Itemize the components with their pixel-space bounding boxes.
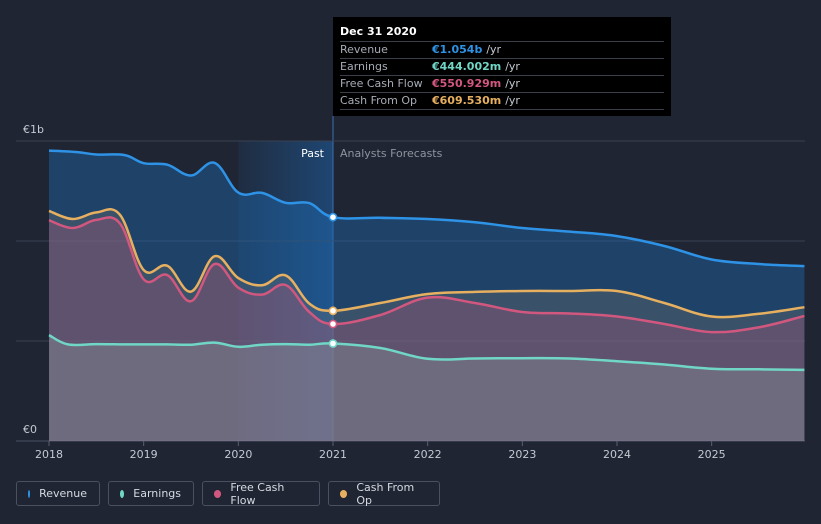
- x-tick-label: 2021: [319, 448, 347, 461]
- tooltip-unit: /yr: [505, 60, 520, 73]
- tooltip-value: €444.002m: [432, 60, 502, 73]
- marker-earnings: [328, 339, 338, 348]
- tooltip-row-earnings: Earnings €444.002m /yr: [340, 59, 664, 76]
- area-cash-from-op: [49, 209, 805, 441]
- tooltip-row-revenue: Revenue €1.054b /yr: [340, 42, 664, 59]
- legend-dot-icon: [28, 489, 31, 498]
- x-tick-label: 2019: [130, 448, 158, 461]
- tooltip-unit: /yr: [486, 43, 502, 56]
- area-free-cash-flow: [49, 217, 805, 441]
- legend-dot-icon: [120, 489, 125, 498]
- legend-dot-icon: [214, 489, 222, 498]
- tooltip-label: Earnings: [340, 60, 388, 73]
- x-tick-label: 2022: [414, 448, 442, 461]
- x-tick-label: 2023: [508, 448, 536, 461]
- legend-label: Earnings: [133, 487, 181, 500]
- area-revenue: [49, 150, 805, 441]
- legend-dot-icon: [340, 489, 348, 498]
- x-tick-label: 2025: [698, 448, 726, 461]
- forecast-label: Analysts Forecasts: [340, 147, 443, 160]
- tooltip-value: €1.054b: [432, 43, 483, 56]
- tooltip: Dec 31 2020 Revenue €1.054b /yr Earnings…: [333, 17, 671, 116]
- line-earnings: [48, 333, 805, 372]
- y-tick-label-1b: €1b: [23, 123, 44, 136]
- tooltip-label: Free Cash Flow: [340, 77, 423, 90]
- legend-label: Free Cash Flow: [230, 480, 285, 507]
- x-tick-label: 2024: [603, 448, 631, 461]
- past-label: Past: [301, 147, 325, 160]
- marker-cash-from-op: [328, 306, 338, 316]
- legend: Revenue Earnings Free Cash Flow Cash Fro…: [16, 481, 440, 508]
- line-revenue: [48, 149, 805, 268]
- x-tick-label: 2020: [224, 448, 252, 461]
- past-shade: [238, 141, 333, 441]
- tooltip-label: Revenue: [340, 43, 388, 56]
- marker-revenue: [328, 212, 338, 222]
- marker-free-cash-flow: [328, 319, 338, 329]
- legend-item-cash-from-op[interactable]: Cash From Op: [328, 480, 440, 507]
- tooltip-value: €609.530m: [432, 94, 502, 107]
- legend-label: Cash From Op: [356, 480, 415, 507]
- tooltip-unit: /yr: [505, 94, 520, 107]
- x-tick-label: 2018: [35, 448, 63, 461]
- tooltip-value: €550.929m: [432, 77, 502, 90]
- legend-item-earnings[interactable]: Earnings: [108, 481, 194, 506]
- tooltip-label: Cash From Op: [340, 94, 418, 107]
- y-tick-label-0: €0: [23, 423, 37, 436]
- line-free-cash-flow: [48, 216, 805, 334]
- legend-item-free-cash-flow[interactable]: Free Cash Flow: [202, 480, 320, 507]
- legend-item-revenue[interactable]: Revenue: [16, 481, 100, 506]
- legend-label: Revenue: [39, 487, 87, 500]
- tooltip-date: Dec 31 2020: [340, 24, 664, 42]
- tooltip-row-free-cash-flow: Free Cash Flow €550.929m /yr: [340, 76, 664, 93]
- line-cash-from-op: [48, 208, 805, 319]
- tooltip-unit: /yr: [505, 77, 520, 90]
- tooltip-row-cash-from-op: Cash From Op €609.530m /yr: [340, 93, 664, 110]
